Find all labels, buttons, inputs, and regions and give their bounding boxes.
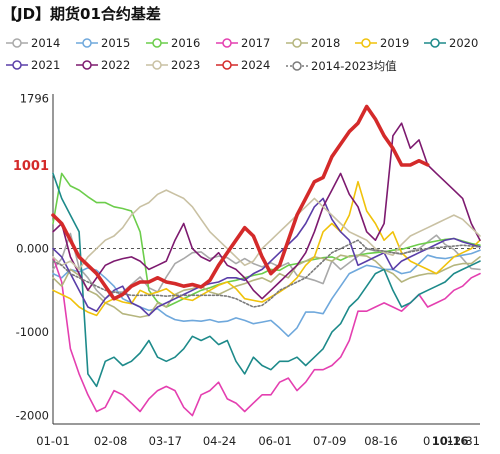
x-tick-label: 08-16 (364, 434, 397, 448)
series-line-2020 (52, 172, 481, 388)
legend-marker-icon (76, 60, 98, 70)
x-tick-label: 12-31 (447, 434, 480, 448)
legend-marker-icon (76, 38, 98, 48)
x-tick-label: 0 (423, 434, 430, 448)
x-tick-label: 01-01 (36, 434, 69, 448)
legend-marker-icon (216, 60, 238, 70)
annotation-value-label: 1001 (13, 159, 49, 174)
series-line-2024 (51, 104, 430, 301)
series-line-2015 (52, 249, 481, 338)
legend-label: 2024 (241, 58, 271, 72)
y-tick-label: -2000 (16, 409, 49, 423)
legend-marker-icon (146, 38, 168, 48)
legend-label: 2022 (101, 58, 131, 72)
legend-label: 2023 (171, 58, 201, 72)
legend-label: 2014-2023均值 (311, 59, 397, 73)
tick-labels: 1796 -1000 -2000 0.000 1001 01-01 02-08 03-17 04… (13, 92, 480, 448)
x-tick-label: 04-24 (203, 434, 236, 448)
legend-item: 2015 (76, 36, 130, 50)
legend-item: 2016 (146, 36, 200, 50)
legend-item: 2018 (286, 36, 340, 50)
legend-label: 2015 (101, 36, 131, 50)
legend-label: 2021 (31, 58, 61, 72)
x-tick-label: 02-08 (94, 434, 127, 448)
legend-marker-icon (424, 38, 446, 48)
x-tick-label-current: 10-16 (432, 434, 469, 448)
legend-marker-icon (146, 60, 168, 70)
series-line-2023 (52, 189, 481, 271)
chart-title: 【JD】期货01合约基差 (2, 5, 161, 23)
legend-label: 2018 (311, 36, 341, 50)
legend-marker-icon (6, 60, 28, 70)
legend-label: 2014 (31, 36, 61, 50)
y-tick-label-zero: 0.000 (16, 242, 49, 256)
series-line-2019 (52, 180, 481, 317)
legend-item: 2019 (355, 36, 409, 50)
y-tick-label: -1000 (16, 325, 49, 339)
series-line-2022 (52, 122, 481, 300)
x-tick-label: 06-01 (258, 434, 291, 448)
legend-item: 2017 (216, 36, 270, 50)
legend-label: 2016 (171, 36, 201, 50)
legend-marker-icon (286, 61, 308, 71)
legend-marker-icon (216, 38, 238, 48)
series-layer (51, 104, 481, 417)
legend-item: 2024 (216, 58, 270, 72)
y-tick-label: 1796 (20, 92, 49, 106)
x-tick-label: 07-09 (313, 434, 346, 448)
legend-label: 2020 (449, 36, 479, 50)
legend-label: 2019 (380, 36, 410, 50)
legend-item: 2020 (424, 36, 478, 50)
legend-marker-icon (355, 38, 377, 48)
legend-item: 2014 (6, 36, 60, 50)
legend-marker-icon (286, 38, 308, 48)
legend-label: 2017 (241, 36, 271, 50)
legend-item: 2021 (6, 58, 60, 72)
legend-item: 2014-2023均值 (286, 58, 397, 74)
series-line-2018 (52, 254, 481, 318)
legend-item: 2022 (76, 58, 130, 72)
legend-item: 2023 (146, 58, 200, 72)
legend-marker-icon (6, 38, 28, 48)
series-line-2016 (52, 172, 481, 308)
x-tick-label: 03-17 (149, 434, 182, 448)
